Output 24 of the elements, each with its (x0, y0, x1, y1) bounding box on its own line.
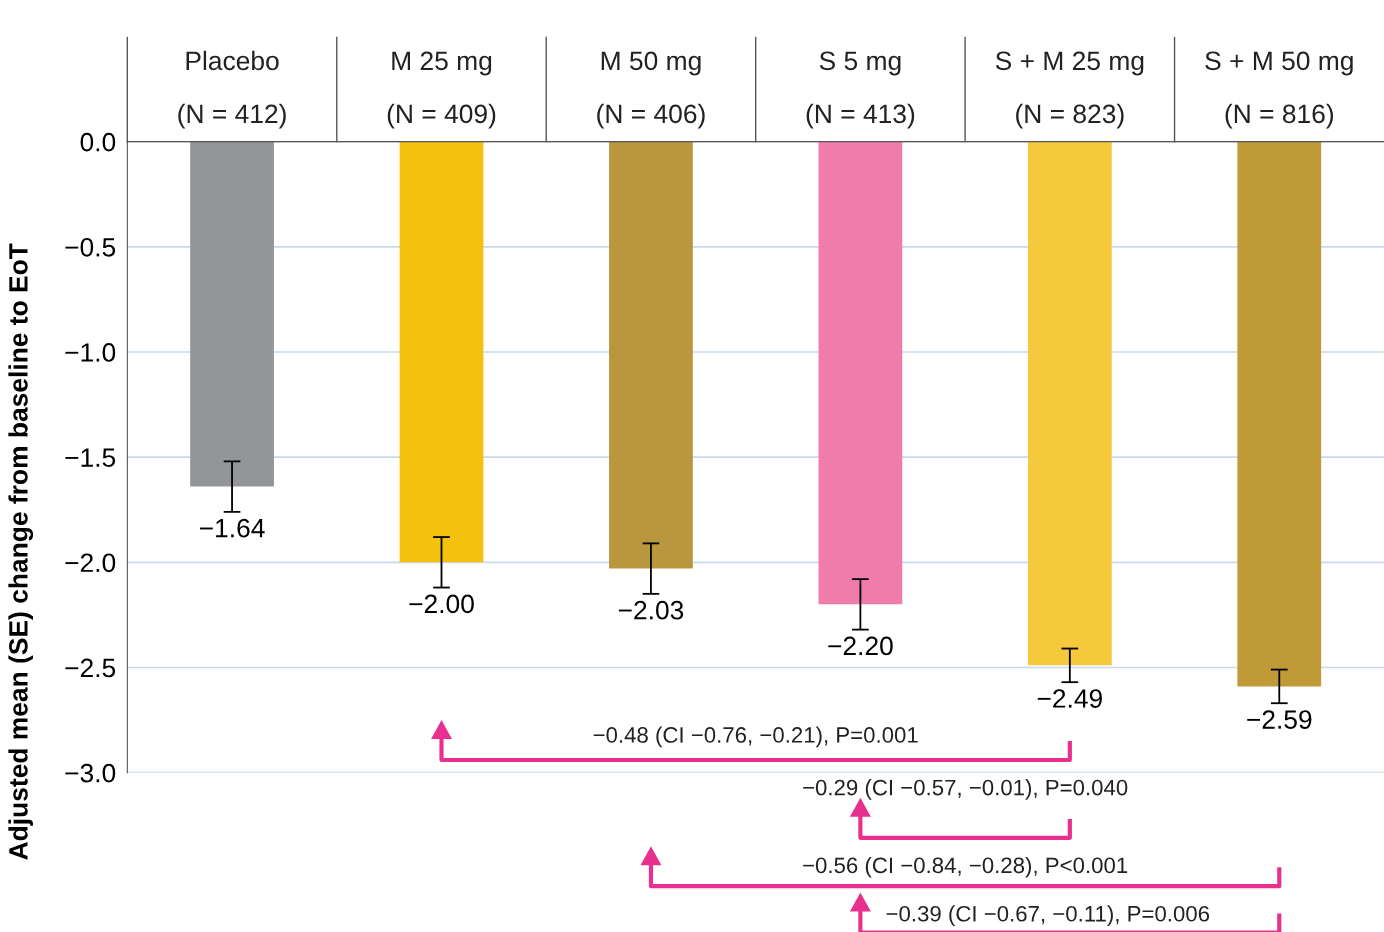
x-tick-label: M 50 mg (N = 406) (597, 51, 705, 129)
x-tick-label: S + M 25 mg (N = 823) (995, 51, 1144, 129)
data-label: −2.49 (1037, 689, 1102, 708)
category-label: Placebo (N = 412) (178, 50, 286, 129)
data-label: −2.00 (409, 594, 474, 614)
y-tick-label: −0.5 (65, 237, 116, 257)
annotation: −0.48 (CI −0.76, −0.21), P=0.001 (593, 726, 918, 748)
data-label: −2.20 (828, 636, 893, 656)
y-tick-label: −2.0 (65, 553, 116, 573)
y-tick-label: −1.5 (65, 448, 116, 467)
text: −0.56 (CI −0.84, −0.28), P<0.001 (803, 856, 1128, 878)
x-tick-label: S 5 mg (N = 413) (806, 51, 915, 129)
x-tick-label: M 25 mg (N = 409) (387, 51, 496, 129)
y-tick-label: 0.0 (80, 132, 116, 152)
text: −0.39 (CI −0.67, −0.11), P=0.006 (886, 905, 1210, 926)
data-label: −1.64 (199, 518, 265, 538)
y-axis-title: Adjusted mean (SE) change from baseline to EoT (8, 243, 34, 860)
data-label: −2.03 (618, 600, 684, 620)
data-label: −2.59 (1247, 710, 1312, 729)
y-tick-label: −2.5 (65, 658, 116, 678)
text: −0.29 (CI −0.57, −0.01), P=0.040 (803, 779, 1128, 800)
y-tick-label: −3.0 (65, 763, 116, 783)
x-tick-label: S + M 50 mg (N = 816) (1205, 51, 1353, 129)
y-tick-label: −1.0 (65, 343, 116, 362)
